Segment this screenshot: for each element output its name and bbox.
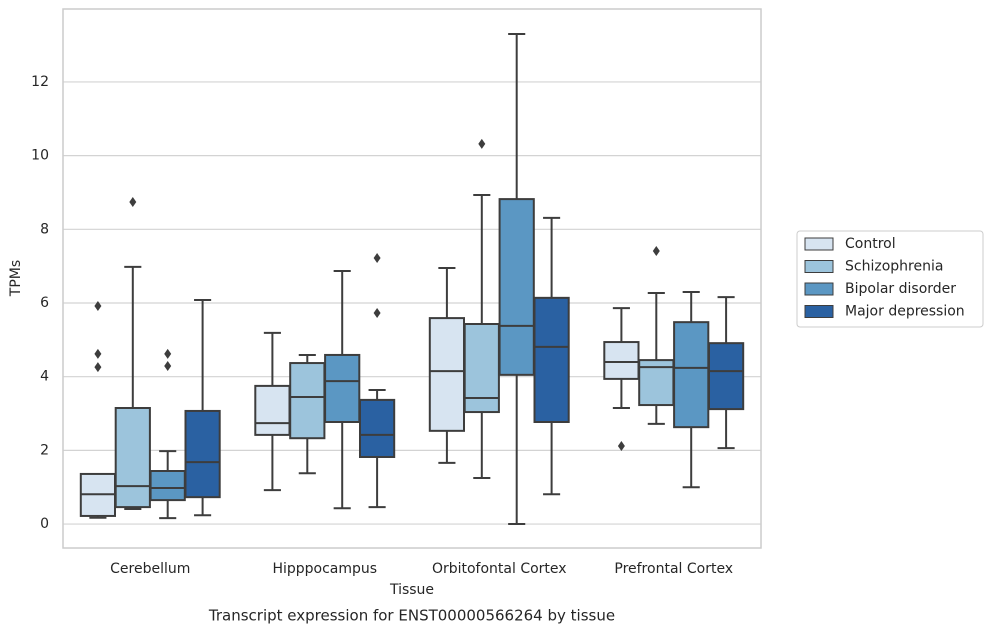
x-tick-label: Prefrontal Cortex (614, 561, 733, 577)
legend-label: Major depression (845, 304, 965, 320)
x-tick-label: Hipppocampus (272, 561, 377, 577)
box (358, 398, 396, 459)
legend-label: Schizophrenia (845, 259, 943, 275)
y-tick-label: 8 (40, 221, 49, 237)
legend-swatch (804, 305, 834, 318)
x-axis-label: Tissue (389, 582, 434, 598)
box (149, 470, 186, 502)
box (533, 296, 570, 423)
box (254, 384, 291, 436)
legend-label: Control (845, 236, 896, 252)
outlier (94, 300, 102, 311)
outlier (164, 348, 172, 359)
plot-area (63, 9, 761, 548)
outlier (129, 197, 137, 208)
y-tick-label: 4 (40, 369, 49, 385)
legend-swatch (804, 237, 834, 251)
x-tick-label: Cerebellum (110, 561, 190, 577)
y-tick-label: 0 (40, 516, 49, 532)
legend (796, 230, 984, 328)
box (603, 341, 640, 380)
x-tick-label: Orbitofontal Cortex (432, 561, 567, 577)
outlier (164, 361, 172, 371)
y-tick-label: 12 (31, 74, 49, 90)
outlier (373, 307, 381, 318)
outlier (652, 246, 660, 257)
legend-swatch (804, 260, 834, 273)
box (707, 342, 745, 411)
legend-swatch (804, 282, 834, 296)
y-tick-label: 10 (31, 148, 49, 164)
box (428, 317, 466, 432)
box (673, 321, 710, 429)
box (184, 409, 221, 499)
outlier (94, 348, 102, 359)
y-axis-label: TPMs (8, 260, 24, 297)
box (289, 362, 326, 440)
y-tick-label: 2 (40, 442, 49, 458)
y-tick-label: 6 (40, 295, 49, 311)
outlier (478, 138, 486, 149)
outlier (94, 362, 102, 373)
box (324, 353, 361, 423)
legend-label: Bipolar disorder (845, 281, 956, 297)
box (114, 407, 151, 509)
chart-title: Transcript expression for ENST0000056626… (208, 607, 615, 625)
box (498, 198, 535, 376)
plot-frame (62, 8, 762, 549)
outlier (373, 253, 381, 264)
outlier (617, 440, 625, 451)
